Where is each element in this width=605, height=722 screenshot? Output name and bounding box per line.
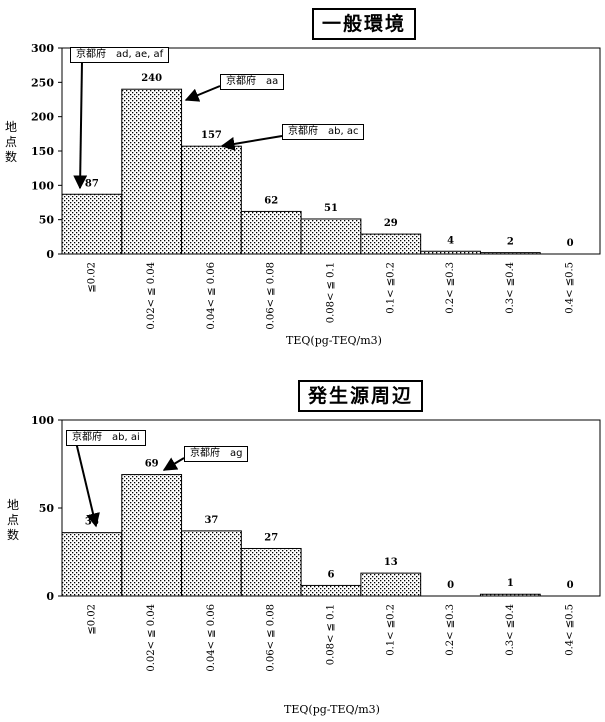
x-tick-label: 0.08< ≦ 0.1 <box>326 262 337 323</box>
data-label: 36 <box>85 517 99 528</box>
data-label: 240 <box>141 73 162 84</box>
bar <box>420 250 481 255</box>
annotation-arrow <box>220 135 283 151</box>
data-label: 0 <box>567 238 574 249</box>
annotation-callout: 京都府 ag <box>184 446 249 462</box>
x-tick-label: 0.1< ≦0.2 <box>385 262 396 314</box>
x-tick-label: 0.4< ≦0.5 <box>565 262 576 314</box>
data-label: 4 <box>447 235 454 246</box>
x-tick-label: 0.1< ≦0.2 <box>385 604 396 656</box>
data-label: 1 <box>507 578 514 589</box>
annotation-callout: 京都府 ad, ae, af <box>70 47 170 63</box>
y-tick-label: 150 <box>31 145 54 158</box>
annotation-callout: 京都府 ab, ai <box>66 430 146 446</box>
data-label: 37 <box>204 515 218 526</box>
y-tick-label: 0 <box>46 590 54 603</box>
x-tick-label: 0.3< ≦0.4 <box>505 262 516 314</box>
x-tick-label: 0.06< ≦ 0.08 <box>266 262 277 330</box>
bar <box>61 532 123 597</box>
data-label: 87 <box>85 178 99 189</box>
bar <box>300 218 362 255</box>
x-tick-label: 0.04< ≦ 0.06 <box>206 262 217 330</box>
annotation-arrow <box>162 457 185 471</box>
bar <box>479 252 541 255</box>
data-label: 27 <box>264 532 278 543</box>
chart-title: 発生源周辺 <box>298 380 424 412</box>
chart-title: 一般環境 <box>312 8 417 40</box>
y-tick-label: 100 <box>31 179 54 192</box>
x-tick-label: 0.06< ≦ 0.08 <box>266 604 277 672</box>
annotation-arrow <box>184 85 221 102</box>
data-label: 62 <box>264 195 278 206</box>
annotation-callout: 京都府 aa <box>220 74 285 90</box>
data-label: 29 <box>384 218 398 229</box>
bar <box>181 530 242 597</box>
x-tick-label: ≦0.02 <box>86 604 97 635</box>
bar <box>360 572 422 597</box>
data-label: 0 <box>447 580 454 591</box>
y-tick-label: 250 <box>31 76 54 89</box>
y-tick-label: 0 <box>46 248 54 261</box>
x-tick-label: ≦0.02 <box>86 262 97 293</box>
y-axis-label: 地点数 <box>4 120 17 164</box>
data-label: 0 <box>567 580 574 591</box>
bar <box>240 210 302 255</box>
x-tick-label: 0.08< ≦ 0.1 <box>326 604 337 665</box>
bar <box>181 145 242 255</box>
annotation-arrow <box>75 441 100 528</box>
x-tick-label: 0.02< ≦ 0.04 <box>146 262 157 330</box>
data-label: 51 <box>324 203 338 214</box>
bar <box>121 474 183 597</box>
y-tick-label: 200 <box>31 111 54 124</box>
x-tick-label: 0.3< ≦0.4 <box>505 604 516 656</box>
x-tick-label: 0.04< ≦ 0.06 <box>206 604 217 672</box>
x-axis-label: TEQ(pg-TEQ/m3) <box>286 334 382 347</box>
data-label: 69 <box>145 459 159 470</box>
x-axis-label: TEQ(pg-TEQ/m3) <box>284 703 380 716</box>
chart-general-environment: 0 50 100 150 200 250 300 87 ≦0.02 240 0.02< ≦ 0.04… <box>0 0 605 352</box>
data-label: 157 <box>201 130 222 141</box>
data-label: 6 <box>328 569 335 580</box>
bar <box>121 88 183 255</box>
bar <box>479 593 541 597</box>
x-tick-label: 0.4< ≦0.5 <box>565 604 576 656</box>
y-axis-label: 地点数 <box>6 498 19 542</box>
x-tick-label: 0.2< ≦0.3 <box>445 262 456 314</box>
x-tick-label: 0.02< ≦ 0.04 <box>146 604 157 672</box>
y-tick-label: 300 <box>31 42 54 55</box>
bar <box>61 193 123 255</box>
bar <box>240 547 302 597</box>
bar <box>360 233 422 255</box>
data-label: 2 <box>507 237 514 248</box>
y-tick-label: 50 <box>39 502 55 515</box>
bar <box>300 584 362 597</box>
annotation-arrow <box>73 61 88 190</box>
chart-source-surroundings: 0 50 100 36 ≦0.02 69 0.02< ≦ 0.04 37 0.04< ≦ 0.0… <box>0 376 605 722</box>
y-tick-label: 100 <box>31 414 54 427</box>
annotation-callout: 京都府 ab, ac <box>282 124 365 140</box>
y-tick-label: 50 <box>39 214 55 227</box>
data-label: 13 <box>384 557 398 568</box>
x-tick-label: 0.2< ≦0.3 <box>445 604 456 656</box>
